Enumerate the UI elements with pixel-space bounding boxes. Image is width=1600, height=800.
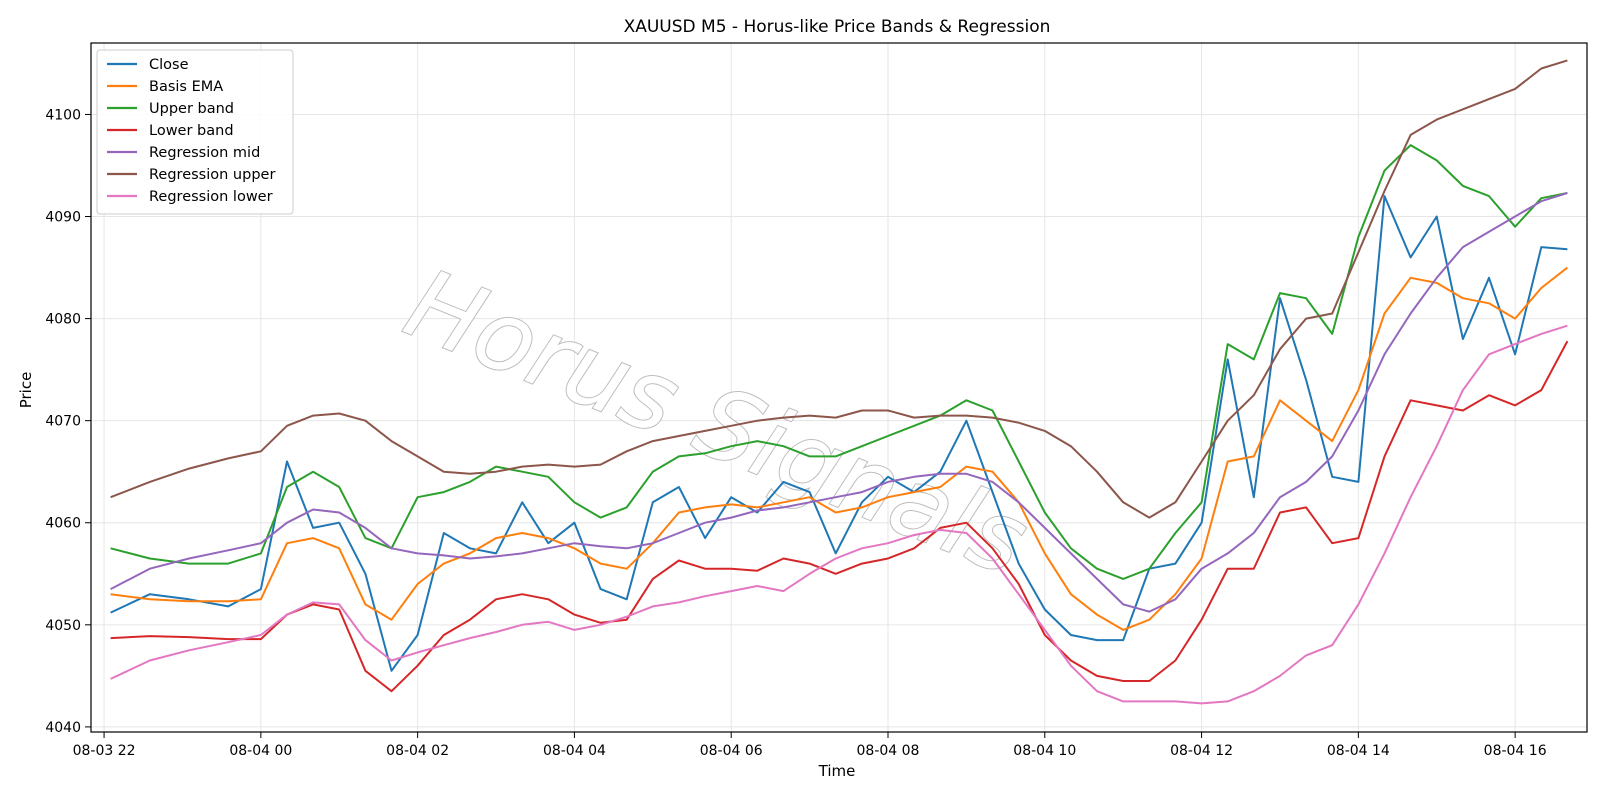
y-tick-label: 4060 xyxy=(45,516,81,532)
series-line-4 xyxy=(110,192,1568,613)
grid xyxy=(91,43,1587,732)
y-axis-ticks: 4040 4050 4060 4070 4080 4090 4100 xyxy=(45,107,91,736)
x-tick-label: 08-04 14 xyxy=(1327,743,1390,759)
series-line-3 xyxy=(110,340,1569,693)
x-tick-label: 08-04 06 xyxy=(700,743,763,759)
x-tick-label: 08-04 00 xyxy=(229,743,292,759)
x-tick-label: 08-04 12 xyxy=(1170,743,1233,759)
series-line-0 xyxy=(110,195,1568,672)
series-lines xyxy=(110,59,1569,705)
x-tick-label: 08-03 22 xyxy=(73,743,136,759)
legend-label: Close xyxy=(149,57,189,73)
x-axis-ticks: 08-03 22 08-04 00 08-04 02 08-04 04 08-04 06… xyxy=(73,732,1547,759)
x-tick-label: 08-04 04 xyxy=(543,743,606,759)
y-axis-label: Price xyxy=(17,372,35,409)
legend-label: Regression upper xyxy=(149,167,275,183)
y-tick-label: 4090 xyxy=(45,210,81,226)
legend-label: Basis EMA xyxy=(149,79,223,95)
legend-label: Regression lower xyxy=(149,189,273,205)
x-tick-label: 08-04 16 xyxy=(1484,743,1547,759)
legend-label: Regression mid xyxy=(149,145,260,161)
x-tick-label: 08-04 10 xyxy=(1013,743,1076,759)
y-tick-label: 4100 xyxy=(45,107,81,123)
series-line-5 xyxy=(110,59,1568,519)
legend-label: Lower band xyxy=(149,123,234,139)
y-tick-label: 4040 xyxy=(45,720,81,736)
x-tick-label: 08-04 02 xyxy=(386,743,449,759)
legend-label: Upper band xyxy=(149,101,234,117)
x-tick-label: 08-04 08 xyxy=(857,743,920,759)
legend: Close Basis EMA Upper band Lower band Regres… xyxy=(96,49,294,215)
series-line-6 xyxy=(110,324,1568,705)
x-axis-label: Time xyxy=(818,762,856,780)
plot-frame xyxy=(90,42,1588,733)
chart-title: XAUUSD M5 - Horus-like Price Bands & Reg… xyxy=(624,17,1051,37)
y-tick-label: 4050 xyxy=(45,618,81,634)
y-tick-label: 4070 xyxy=(45,414,81,430)
legend-box xyxy=(96,49,294,215)
series-line-1 xyxy=(110,266,1569,631)
y-tick-label: 4080 xyxy=(45,312,81,328)
